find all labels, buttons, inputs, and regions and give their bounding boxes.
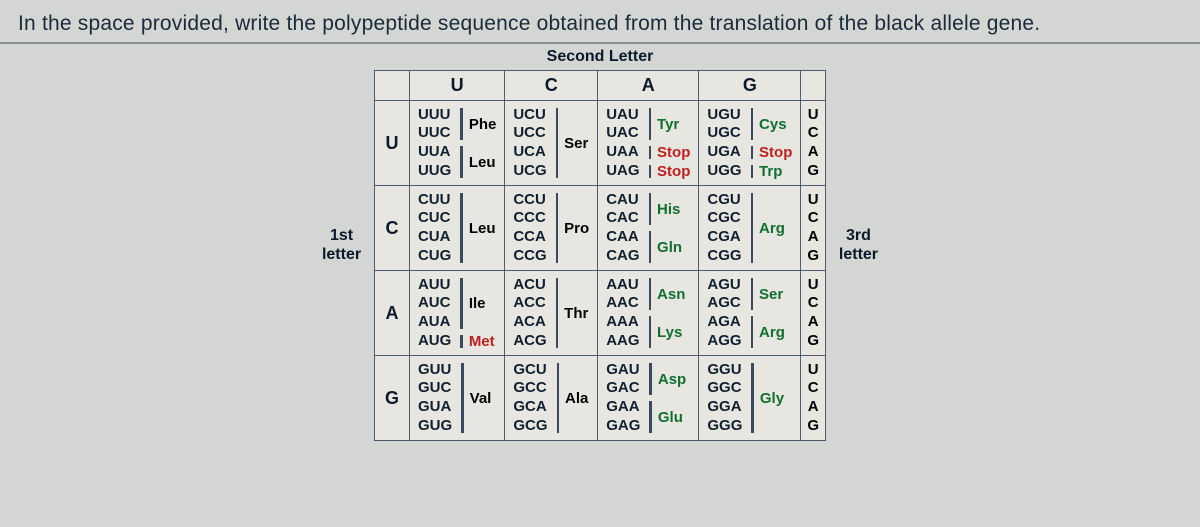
codon-cell: GUUGUCGUAGUGVal [409,356,504,441]
codon-cell: UCUUCCUCAUCGSer [505,101,598,186]
codon-cell: ACUACCACAACGThr [505,271,598,356]
aa-label: Gly [760,390,784,407]
col-head: G [699,71,801,101]
codon-cell: CGUCGCCGACGGArg [699,186,801,271]
codon-cell: AGUAGCAGAAGGSerArg [699,271,801,356]
aa-label: Cys [759,116,787,133]
aa-label: Ser [564,135,588,152]
aa-label: Arg [759,324,785,341]
aa-label: Leu [469,220,496,237]
codon-table: UCAGUUUUUUCUUAUUGPheLeuUCUUCCUCAUCGSerUA… [374,70,826,441]
aa-label: Trp [759,163,782,180]
aa-label: Stop [657,163,690,180]
aa-label: Gln [657,239,682,256]
codon-cell: UAUUACUAAUAGTyrStopStop [598,101,699,186]
aa-label: Ile [469,295,486,312]
third-letter-col: UCAG [801,356,826,441]
col-head: C [505,71,598,101]
aa-label: Thr [564,305,588,322]
aa-label: Asn [657,286,685,303]
codon-cell: GCUGCCGCAGCGAla [505,356,598,441]
codon-cell: UGUUGCUGAUGGCysStopTrp [699,101,801,186]
aa-label: Ala [565,390,588,407]
aa-label: Arg [759,220,785,237]
codon-cell: CAUCACCAACAGHisGln [598,186,699,271]
third-letter-col: UCAG [801,101,826,186]
aa-label: Asp [658,371,686,388]
codon-cell: CUUCUCCUACUGLeu [409,186,504,271]
third-letter-col: UCAG [801,271,826,356]
aa-label: His [657,201,680,218]
aa-label: Val [470,390,492,407]
question-text: In the space provided, write the polypep… [0,0,1200,44]
codon-cell: AUUAUCAUAAUGIleMet [409,271,504,356]
third-letter-col: UCAG [801,186,826,271]
col-head: U [409,71,504,101]
row-head: U [374,101,409,186]
label-first-letter: 1stletter [322,225,361,263]
codon-cell: AAUAACAAAAAGAsnLys [598,271,699,356]
aa-label: Glu [658,409,683,426]
aa-label: Ser [759,286,783,303]
codon-cell: CCUCCCCCACCGPro [505,186,598,271]
label-third-letter: 3rdletter [839,225,878,263]
aa-label: Met [469,333,495,350]
codon-cell: UUUUUCUUAUUGPheLeu [409,101,504,186]
aa-label: Stop [657,144,690,161]
aa-label: Leu [469,154,496,171]
aa-label: Stop [759,144,792,161]
codon-cell: GGUGGCGGAGGGGly [699,356,801,441]
label-second-letter: Second Letter [547,48,654,66]
aa-label: Tyr [657,116,679,133]
row-head: A [374,271,409,356]
codon-cell: GAUGACGAAGAGAspGlu [598,356,699,441]
row-head: G [374,356,409,441]
col-head: A [598,71,699,101]
row-head: C [374,186,409,271]
aa-label: Phe [469,116,497,133]
aa-label: Lys [657,324,682,341]
aa-label: Pro [564,220,589,237]
